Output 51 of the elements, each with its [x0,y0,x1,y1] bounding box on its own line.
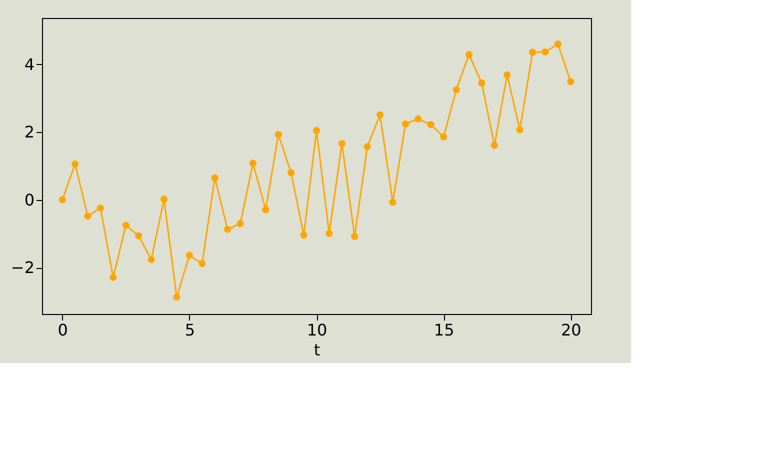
point [440,133,448,140]
point [402,120,409,128]
point [249,160,256,167]
point [224,226,232,233]
point [567,78,574,86]
point [529,48,536,56]
point [72,160,79,168]
point [504,71,511,78]
point [364,143,371,150]
point [58,196,66,204]
y-tick-label: −2 [10,258,34,278]
point [452,86,460,94]
point [338,140,346,148]
point [198,260,206,268]
point [376,111,384,118]
y-tick-label: 4 [24,54,34,74]
point [465,51,473,58]
point [96,204,104,212]
point [236,220,244,228]
point [148,256,155,264]
x-tick-label: 0 [58,320,68,340]
x-tick-label: 10 [306,320,328,340]
point [160,196,168,203]
point [516,126,524,134]
point [300,232,308,239]
point [351,232,358,240]
x-tick-label: 5 [184,320,196,340]
point [478,79,486,87]
point [542,48,549,56]
point [490,142,498,149]
x-tick-label: 20 [560,320,582,340]
point [288,169,295,176]
point [84,212,92,220]
point [262,206,270,214]
x-axis-title: t [314,340,320,360]
y-tick-label: 2 [24,122,34,142]
point [326,230,333,237]
point [173,294,180,301]
point [211,174,218,182]
point [312,126,320,134]
point [427,121,434,128]
point [414,115,422,122]
point [274,130,282,138]
x-tick-label: 15 [434,320,454,340]
point [135,232,142,240]
point [186,252,193,259]
y-tick-label: 0 [24,190,34,210]
point [110,274,117,281]
point [389,198,396,206]
point [122,222,130,229]
point [554,40,562,48]
